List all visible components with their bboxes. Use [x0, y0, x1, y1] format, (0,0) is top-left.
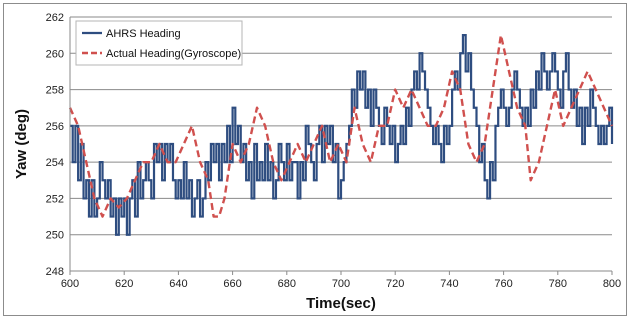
y-axis-title: Yaw (deg) [13, 109, 30, 179]
x-tick-label: 760 [494, 278, 512, 290]
x-tick-label: 640 [169, 278, 187, 290]
y-tick-label: 262 [46, 12, 64, 24]
legend-box [75, 20, 243, 66]
x-tick-label: 680 [278, 278, 296, 290]
legend: AHRS Heading Actual Heading(Gyroscope) [75, 20, 243, 66]
x-tick-label: 600 [61, 278, 79, 290]
x-tick-label: 720 [386, 278, 404, 290]
series-line-ahrs-heading [70, 34, 614, 236]
x-tick-label: 700 [332, 278, 350, 290]
x-tick-label: 800 [603, 278, 621, 290]
x-tick-label: 780 [549, 278, 567, 290]
y-tick-label: 260 [46, 48, 64, 60]
y-tick-label: 248 [46, 266, 64, 278]
y-tick-label: 254 [46, 157, 64, 169]
x-tick-label: 620 [115, 278, 133, 290]
x-axis-title: Time(sec) [306, 295, 376, 312]
y-tick-label: 252 [46, 193, 64, 205]
legend-label-ahrs: AHRS Heading [106, 28, 181, 40]
y-tick-label: 250 [46, 230, 64, 242]
y-tick-label: 258 [46, 85, 64, 97]
x-tick-label: 660 [223, 278, 241, 290]
axes: 248 250 252 254 256 258 260 262 600 620 640 660 680 7… [46, 12, 622, 290]
y-tick-label: 256 [46, 121, 64, 133]
plot-area [68, 33, 614, 236]
legend-label-gyroscope: Actual Heading(Gyroscope) [106, 48, 241, 60]
x-tick-label: 740 [440, 278, 458, 290]
series-line-actual-heading-gyroscope [68, 33, 614, 218]
